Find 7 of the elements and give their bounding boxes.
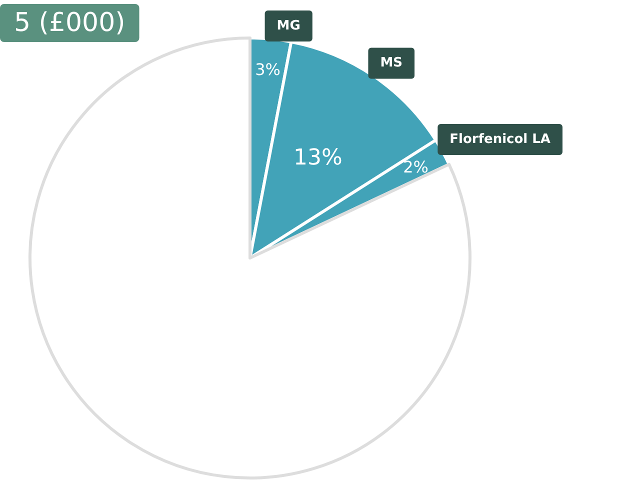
data-label: 3% (255, 60, 280, 80)
slice-label: Florfenicol LA (450, 132, 550, 148)
data-label: 13% (294, 145, 342, 170)
slice-label: MS (380, 56, 403, 71)
data-label: 2% (403, 157, 428, 176)
chart-title: 5 (£000) (14, 8, 126, 38)
slice-label: MG (276, 18, 300, 34)
